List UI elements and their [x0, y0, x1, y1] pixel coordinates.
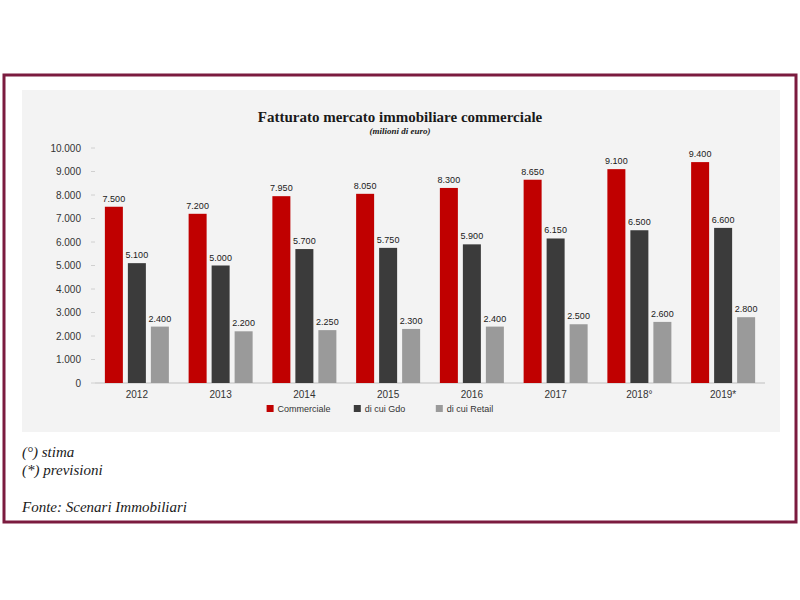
- bar: [128, 263, 146, 383]
- y-tick: [91, 218, 95, 219]
- y-tick: [91, 148, 95, 149]
- y-axis: 0 1.000 2.000 3.000 4.000 5.000 6.000 7.000 8.00…: [50, 143, 95, 389]
- data-label: 6.600: [712, 215, 735, 225]
- chart-panel: [22, 90, 780, 432]
- y-tick: [91, 383, 95, 384]
- data-label: 7.200: [186, 201, 209, 211]
- subtitle: (milioni di euro): [369, 126, 430, 136]
- y-tick-label: 7.000: [56, 213, 81, 224]
- bar: [570, 324, 588, 383]
- y-tick-label: 2.000: [56, 331, 81, 342]
- bar: [714, 228, 732, 383]
- chart-root: Fatturato mercato immobiliare commercial…: [0, 0, 800, 600]
- bar: [212, 266, 230, 384]
- y-tick-label: 5.000: [56, 260, 81, 271]
- bar: [524, 180, 542, 383]
- bar: [356, 194, 374, 383]
- data-label: 8.050: [354, 181, 377, 191]
- annotation: (°) stima: [22, 444, 74, 461]
- bar: [189, 214, 207, 383]
- y-tick-label: 1.000: [56, 354, 81, 365]
- y-tick: [91, 242, 95, 243]
- bar: [653, 322, 671, 383]
- x-tick-label: 2018°: [626, 389, 652, 400]
- data-labels: 7.500 7.200 7.950 8.050 8.300 8.650 9.100 9.400…: [103, 149, 758, 328]
- data-label: 5.000: [209, 253, 232, 263]
- data-label: 2.250: [316, 317, 339, 327]
- y-tick: [91, 171, 95, 172]
- bar: [151, 327, 169, 383]
- legend: Commerciale di cui Gdo di cui Retail: [267, 404, 494, 414]
- bar: [486, 327, 504, 383]
- bar: [295, 249, 313, 383]
- bar: [630, 230, 648, 383]
- data-label: 5.900: [461, 231, 484, 241]
- bar: [547, 238, 565, 383]
- data-label: 6.500: [628, 217, 651, 227]
- legend-swatch: [354, 405, 361, 412]
- data-label: 5.700: [293, 236, 316, 246]
- y-tick: [91, 289, 95, 290]
- y-tick-label: 4.000: [56, 284, 81, 295]
- annotation: Fonte: Scenari Immobiliari: [21, 499, 187, 515]
- data-label: 2.300: [400, 316, 423, 326]
- y-tick-label: 10.000: [50, 143, 81, 154]
- y-tick-label: 9.000: [56, 166, 81, 177]
- frame: [4, 75, 796, 522]
- legend-label: di cui Gdo: [365, 404, 406, 414]
- x-tick-label: 2012: [126, 389, 149, 400]
- annotation: (*) previsioni: [22, 462, 103, 479]
- data-label: 8.650: [521, 167, 544, 177]
- data-label: 2.500: [567, 311, 590, 321]
- legend-label: Commerciale: [278, 404, 331, 414]
- y-tick: [91, 195, 95, 196]
- data-label: 5.750: [377, 235, 400, 245]
- x-tick-label: 2014: [293, 389, 316, 400]
- y-tick: [91, 359, 95, 360]
- data-label: 2.600: [651, 309, 674, 319]
- data-label: 8.300: [438, 175, 461, 185]
- bar: [737, 317, 755, 383]
- annotations: (°) stima(*) previsioni Fonte: Scenari Im…: [21, 444, 187, 515]
- data-label: 5.100: [126, 250, 149, 260]
- bar: [463, 244, 481, 383]
- y-tick: [91, 336, 95, 337]
- y-tick: [91, 312, 95, 313]
- bar: [402, 329, 420, 383]
- bar: [105, 207, 123, 383]
- y-tick-label: 0: [75, 378, 81, 389]
- data-label: 9.400: [689, 149, 712, 159]
- x-tick-label: 2017: [545, 389, 568, 400]
- bar: [235, 331, 253, 383]
- legend-label: di cui Retail: [447, 404, 494, 414]
- x-tick-label: 2016: [461, 389, 484, 400]
- x-axis: 2012 2013 2014 2015 2016 2017 2018° 2019*: [126, 389, 737, 400]
- data-label: 6.150: [544, 225, 567, 235]
- x-tick-label: 2015: [377, 389, 400, 400]
- x-tick-label: 2013: [210, 389, 233, 400]
- legend-swatch: [436, 405, 443, 412]
- title: Fatturato mercato immobiliare commercial…: [258, 109, 543, 125]
- bar: [440, 188, 458, 383]
- data-label: 9.100: [605, 156, 628, 166]
- y-tick: [91, 265, 95, 266]
- data-label: 2.400: [484, 314, 507, 324]
- y-tick-label: 3.000: [56, 307, 81, 318]
- bar: [272, 196, 290, 383]
- data-label: 7.950: [270, 183, 293, 193]
- data-label: 2.800: [735, 304, 758, 314]
- bars: [105, 162, 755, 383]
- data-label: 7.500: [103, 194, 126, 204]
- data-label: 2.400: [149, 314, 172, 324]
- bar: [607, 169, 625, 383]
- bar: [379, 248, 397, 383]
- bar: [318, 330, 336, 383]
- bar: [691, 162, 709, 383]
- legend-swatch: [267, 405, 274, 412]
- x-tick-label: 2019*: [710, 389, 736, 400]
- y-tick-label: 6.000: [56, 237, 81, 248]
- data-label: 2.200: [232, 318, 255, 328]
- y-tick-label: 8.000: [56, 190, 81, 201]
